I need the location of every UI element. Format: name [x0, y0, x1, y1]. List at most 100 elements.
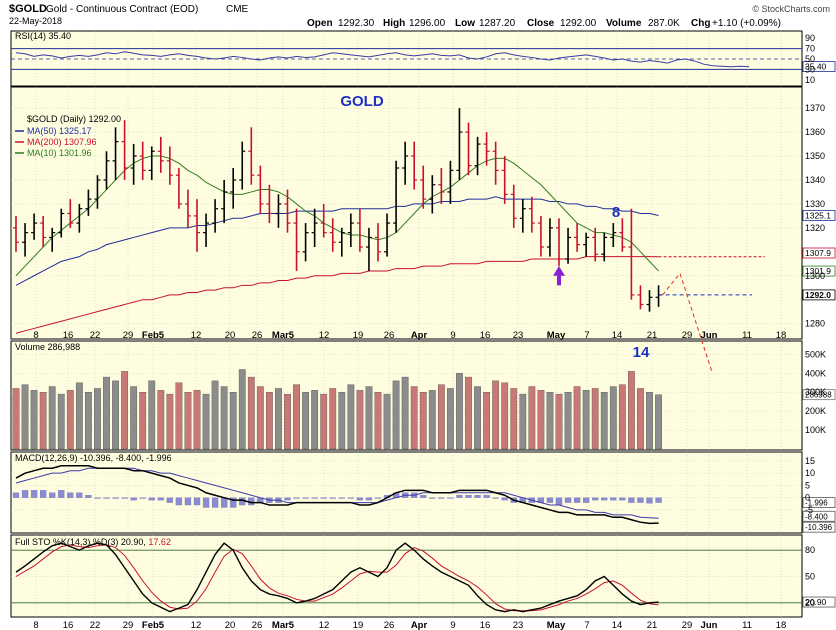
volume-bar: [347, 384, 355, 450]
volume-bar: [600, 392, 608, 450]
volume-bar: [94, 388, 101, 450]
macd-hist-bar: [619, 497, 626, 501]
macd-hist-bar: [202, 497, 210, 508]
volume-bar: [256, 386, 264, 450]
volume-bar: [374, 392, 382, 450]
price-tick-label: 1360: [805, 127, 825, 137]
x-tick-label-bottom: Feb5: [142, 620, 165, 630]
price-bar: [257, 165, 264, 214]
volume-bar: [465, 376, 472, 450]
macd-panel: [10, 451, 803, 534]
macd-hist-bar: [58, 490, 65, 498]
macd-hist-bar: [438, 497, 445, 499]
volume-bar: [392, 380, 400, 450]
price-bar: [112, 127, 119, 180]
volume-bar: [12, 388, 20, 450]
rsi-title: RSI(14) 35.40: [15, 31, 71, 41]
volume-bar: [338, 392, 346, 450]
price-bar: [592, 227, 599, 262]
exchange: CME: [226, 4, 249, 15]
purple-up-arrow: [553, 266, 565, 286]
x-tick-label-price: 29: [682, 330, 693, 341]
volume-bar: [519, 393, 527, 450]
x-tick-label-price: 19: [353, 330, 364, 341]
x-tick-label-price: May: [547, 330, 566, 341]
price-bar: [583, 232, 590, 257]
ma200-line: [15, 256, 659, 334]
volume-tick-label: 100K: [805, 425, 826, 435]
macd-hist-bar: [211, 497, 219, 508]
chart-date: 22-May-2018: [9, 16, 62, 26]
volume-bar: [275, 388, 282, 450]
volume-bar: [637, 388, 644, 450]
price-bar: [139, 141, 146, 180]
price-bar: [402, 141, 409, 185]
price-bar: [574, 223, 581, 252]
macd-hist-bar: [456, 495, 463, 498]
price-bar: [212, 199, 219, 233]
volume-bar: [238, 369, 246, 450]
volume-bar: [609, 386, 617, 450]
volume-bar: [266, 392, 273, 450]
volume-bar: [410, 386, 418, 450]
axes: 8 8 16 16 22 22 29 29 Feb5 Feb5 12 12 20 20 26 26 Mar5 Ma…: [33, 33, 826, 630]
price-bar: [628, 208, 635, 300]
legend-price: $GOLD (Daily) 1292.00: [27, 114, 121, 124]
x-tick-label-price: 22: [90, 330, 101, 341]
macd-hist-bar: [220, 497, 228, 508]
price-bar: [85, 189, 92, 216]
rsi-tick-label: 50: [805, 54, 815, 64]
x-tick-label-price: 9: [450, 330, 455, 341]
volume-tick-label: 300K: [805, 387, 826, 397]
price-tick-label: 1330: [805, 199, 825, 209]
macd-hist-bar: [483, 495, 490, 498]
price-bar: [40, 215, 47, 248]
volume-bar: [510, 388, 518, 450]
macd-hist-bar: [284, 497, 291, 501]
volume-bar: [555, 393, 563, 450]
macd-hist-bar: [646, 497, 653, 504]
volume-bar: [564, 392, 572, 450]
symbol: $GOLD: [9, 3, 47, 15]
price-legend: $GOLD (Daily) 1292.00 MA(50) 1325.17 MA(…: [15, 114, 121, 158]
rsi-tick-label: 10: [805, 75, 815, 85]
volume-bar: [293, 384, 300, 450]
x-tick-label-bottom: 29: [123, 620, 134, 630]
price-bar: [31, 213, 38, 240]
volume-bar: [302, 392, 309, 450]
macd-hist-bar: [592, 497, 599, 501]
macd-hist-bar: [546, 497, 554, 503]
price-tick-label: 1370: [805, 103, 825, 113]
macd-hist-bar: [293, 497, 300, 499]
macd-hist-bar: [329, 497, 336, 499]
x-tick-label-bottom: 23: [513, 620, 524, 630]
volume-bar: [220, 386, 228, 450]
price-tick-label: 1350: [805, 151, 825, 161]
x-tick-label-bottom: 12: [191, 620, 202, 630]
x-tick-label-price: 12: [191, 330, 202, 341]
volume-bar: [320, 393, 328, 450]
volume-bar: [401, 376, 409, 450]
volume-bar: [284, 393, 291, 450]
open-value: 1292.30: [338, 18, 375, 29]
macd-hist-bar: [157, 497, 164, 501]
volume-bar: [202, 393, 210, 450]
sto-d-line: [15, 544, 659, 612]
sto-last-label: 20.90: [805, 597, 827, 607]
price-bar: [329, 218, 336, 252]
x-tick-label-bottom: 19: [353, 620, 364, 630]
price-bar: [356, 208, 363, 252]
macd-hist-bar: [501, 497, 508, 501]
price-bar: [302, 223, 309, 262]
volume-bar: [84, 392, 92, 450]
x-tick-label-price: 14: [612, 330, 623, 341]
price-tick-label: 1340: [805, 175, 825, 185]
price-bar: [637, 285, 644, 310]
macd-hist-bar: [320, 497, 327, 499]
x-tick-label-bottom: Mar5: [272, 620, 295, 630]
x-tick-label-price: 16: [480, 330, 491, 341]
volume-bar: [75, 382, 83, 450]
x-tick-label-price: 26: [252, 330, 263, 341]
price-last-box: [802, 265, 836, 277]
volume-bar: [30, 390, 38, 450]
